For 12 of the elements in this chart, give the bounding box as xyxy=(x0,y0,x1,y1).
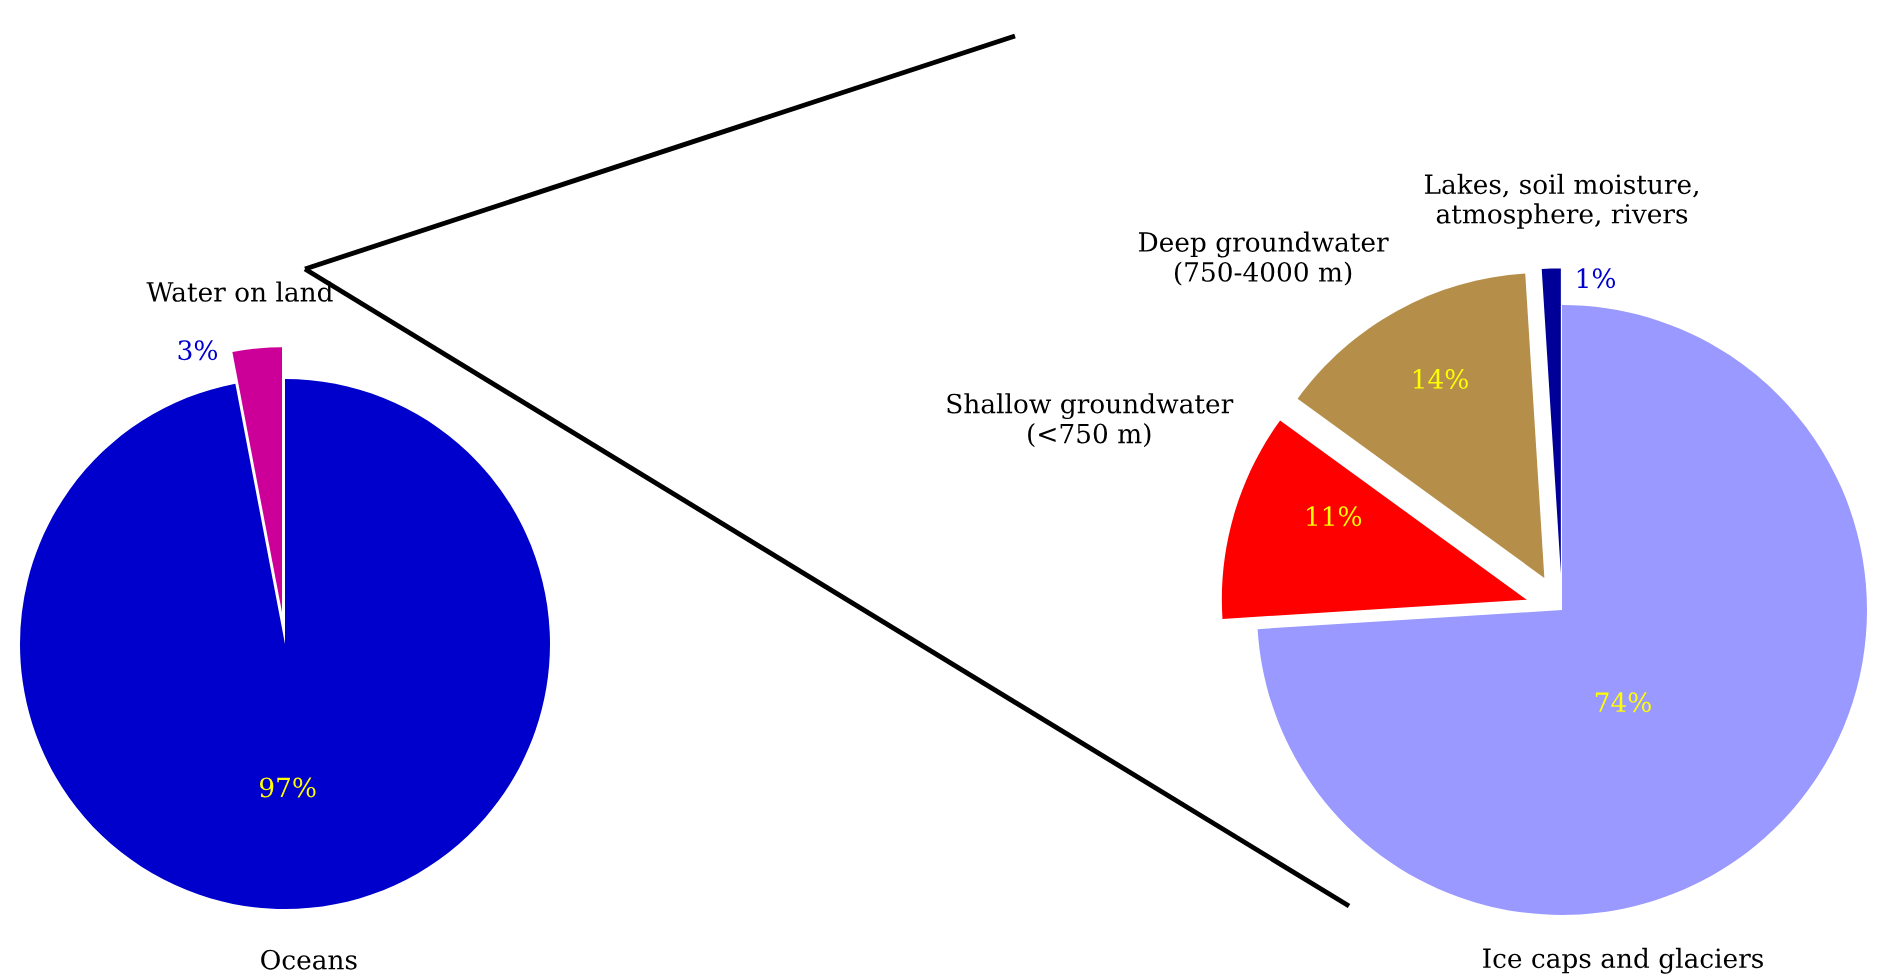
data-label: 97% xyxy=(259,777,316,798)
data-label: 3% xyxy=(178,340,218,361)
slice-label: Shallow groundwater (<750 m) xyxy=(947,393,1234,448)
slice-label: Oceans xyxy=(261,949,357,970)
data-label: 1% xyxy=(1577,268,1616,289)
data-label: 14% xyxy=(1413,368,1468,389)
data-label: 74% xyxy=(1595,692,1651,713)
slice-label: Water on land xyxy=(146,281,333,302)
slice-label: Deep groundwater (750-4000 m) xyxy=(1139,231,1389,286)
data-label: 11% xyxy=(1307,506,1362,527)
slice-label: Lakes, soil moisture, atmosphere, rivers xyxy=(1424,173,1698,229)
slice-label: Ice caps and glaciers xyxy=(1483,947,1763,974)
